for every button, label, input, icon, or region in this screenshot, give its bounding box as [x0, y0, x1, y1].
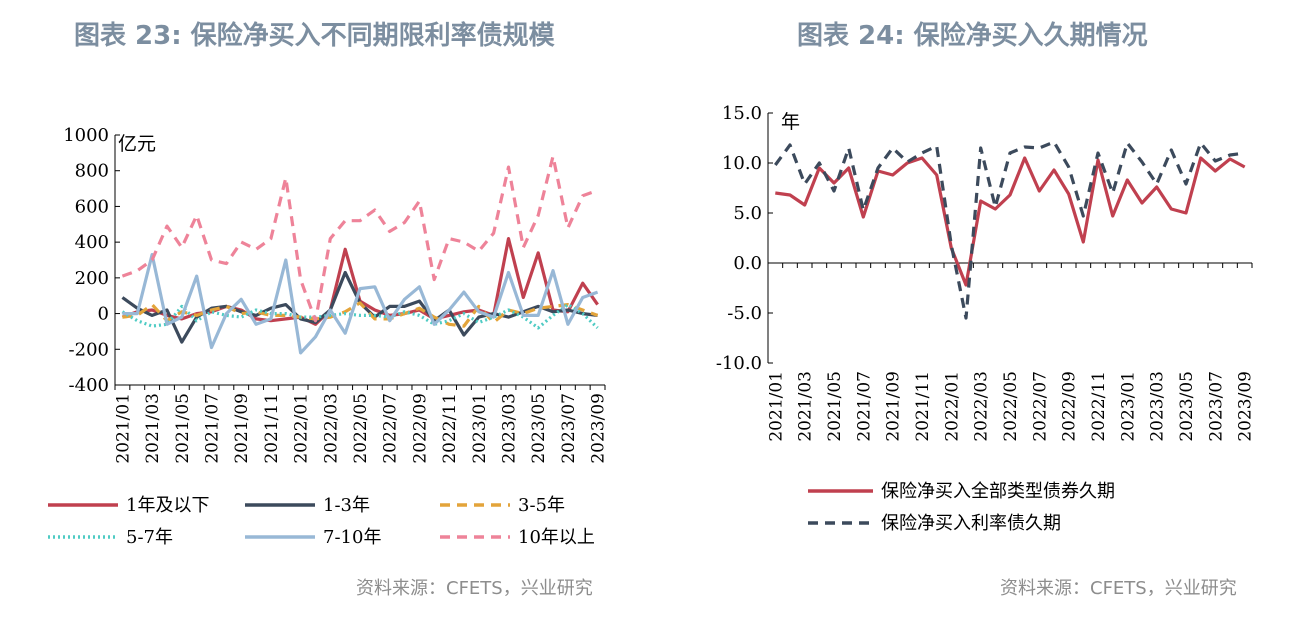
chart23-legend-label-1: 1年及以下 [126, 495, 209, 516]
chart23-unit-label: 亿元 [118, 133, 156, 155]
chart23-legend-label-2: 1-3年 [323, 495, 370, 516]
chart23-y-tick-label: 600 [75, 196, 109, 217]
chart23-x-tick-label: 2022/09 [410, 393, 430, 464]
chart23-x-tick-label: 2021/07 [203, 393, 223, 464]
chart23-x-tick-label: 2023/05 [529, 393, 549, 464]
chart23-series-line-6 [121, 154, 599, 323]
chart-24-title: 图表 24: 保险净买入久期情况 [797, 21, 1148, 51]
chart23-x-tick-label: 2022/07 [381, 393, 401, 464]
chart24-series-line-1 [775, 156, 1246, 287]
chart24-x-tick-label: 2023/01 [1118, 371, 1138, 442]
chart24-legend-label-2: 保险净买入利率债久期 [881, 513, 1061, 534]
chart24-x-tick-label: 2022/09 [1060, 371, 1080, 442]
chart23-series-line-5 [122, 253, 599, 355]
chart23-x-tick-label: 2023/07 [559, 393, 579, 464]
chart23-x-tick-label: 2022/11 [440, 393, 460, 464]
chart23-y-tick-label: 400 [75, 232, 109, 253]
chart23-legend-label-3: 3-5年 [518, 495, 565, 516]
chart23-x-tick-label: 2021/03 [143, 393, 163, 464]
chart24-x-tick-label: 2021/05 [825, 371, 845, 442]
chart23-legend-label-4: 5-7年 [126, 527, 173, 548]
chart23-y-tick-label: -400 [69, 375, 109, 396]
chart24-x-tick-label: 2023/03 [1148, 371, 1168, 442]
chart23-x-tick-label: 2023/09 [589, 393, 609, 464]
chart24-unit-label: 年 [781, 111, 800, 133]
chart24-y-tick-label: 5.0 [733, 203, 762, 224]
chart24-x-tick-label: 2021/03 [796, 371, 816, 442]
chart23-x-tick-label: 2023/01 [470, 393, 490, 464]
chart24-x-tick-label: 2022/01 [942, 371, 962, 442]
chart24-x-tick-label: 2022/03 [972, 371, 992, 442]
chart24-y-tick-label: 0.0 [733, 253, 762, 274]
chart23-x-tick-label: 2021/11 [262, 393, 282, 464]
chart23-y-tick-label: 800 [75, 161, 109, 182]
chart-23-svg: -400 -200 0 200 400 600 800 1000 2021/01 2021/03 2… [48, 125, 609, 548]
chart24-y-tick-label: -10.0 [716, 353, 762, 374]
chart24-y-tick-label: 15.0 [722, 103, 762, 124]
chart23-series-line-4 [121, 303, 599, 330]
chart23-y-tick-label: 200 [75, 268, 109, 289]
chart23-x-tick-label: 2021/01 [113, 393, 133, 464]
chart23-x-tick-label: 2022/03 [321, 393, 341, 464]
chart23-legend-label-6: 10年以上 [518, 527, 595, 548]
chart24-x-tick-label: 2021/07 [854, 371, 874, 442]
chart24-x-tick-label: 2022/07 [1030, 371, 1050, 442]
chart24-legend-label-1: 保险净买入全部类型债券久期 [881, 481, 1115, 502]
chart24-x-tick-label: 2023/07 [1206, 371, 1226, 442]
chart24-x-tick-label: 2022/05 [1001, 371, 1021, 442]
chart24-x-tick-label: 2021/11 [913, 371, 933, 442]
chart24-y-tick-label: 10.0 [722, 153, 762, 174]
chart24-series-line-2 [774, 140, 1245, 320]
chart23-series-line-3 [122, 301, 599, 328]
chart24-x-tick-label: 2023/09 [1236, 371, 1256, 442]
chart-23-source: 资料来源：CFETS，兴业研究 [356, 578, 593, 599]
chart23-y-tick-label: -200 [69, 339, 109, 360]
chart23-x-tick-label: 2021/09 [232, 393, 252, 464]
chart23-y-tick-label: 1000 [63, 125, 109, 146]
chart23-x-tick-label: 2022/05 [351, 393, 371, 464]
chart23-legend-label-5: 7-10年 [323, 527, 381, 548]
chart23-x-tick-label: 2022/01 [292, 393, 312, 464]
chart24-x-tick-label: 2023/05 [1177, 371, 1197, 442]
chart24-x-tick-label: 2021/01 [766, 371, 786, 442]
chart-24-source: 资料来源：CFETS，兴业研究 [1000, 578, 1237, 599]
chart24-x-tick-label: 2022/11 [1089, 371, 1109, 442]
chart23-x-tick-label: 2023/03 [499, 393, 519, 464]
chart24-x-tick-label: 2021/09 [884, 371, 904, 442]
chart23-y-tick-label: 0 [98, 304, 109, 325]
chart24-y-tick-label: -5.0 [727, 303, 762, 324]
chart23-x-tick-label: 2021/05 [173, 393, 193, 464]
chart-23-title: 图表 23: 保险净买入不同期限利率债规模 [74, 21, 555, 51]
